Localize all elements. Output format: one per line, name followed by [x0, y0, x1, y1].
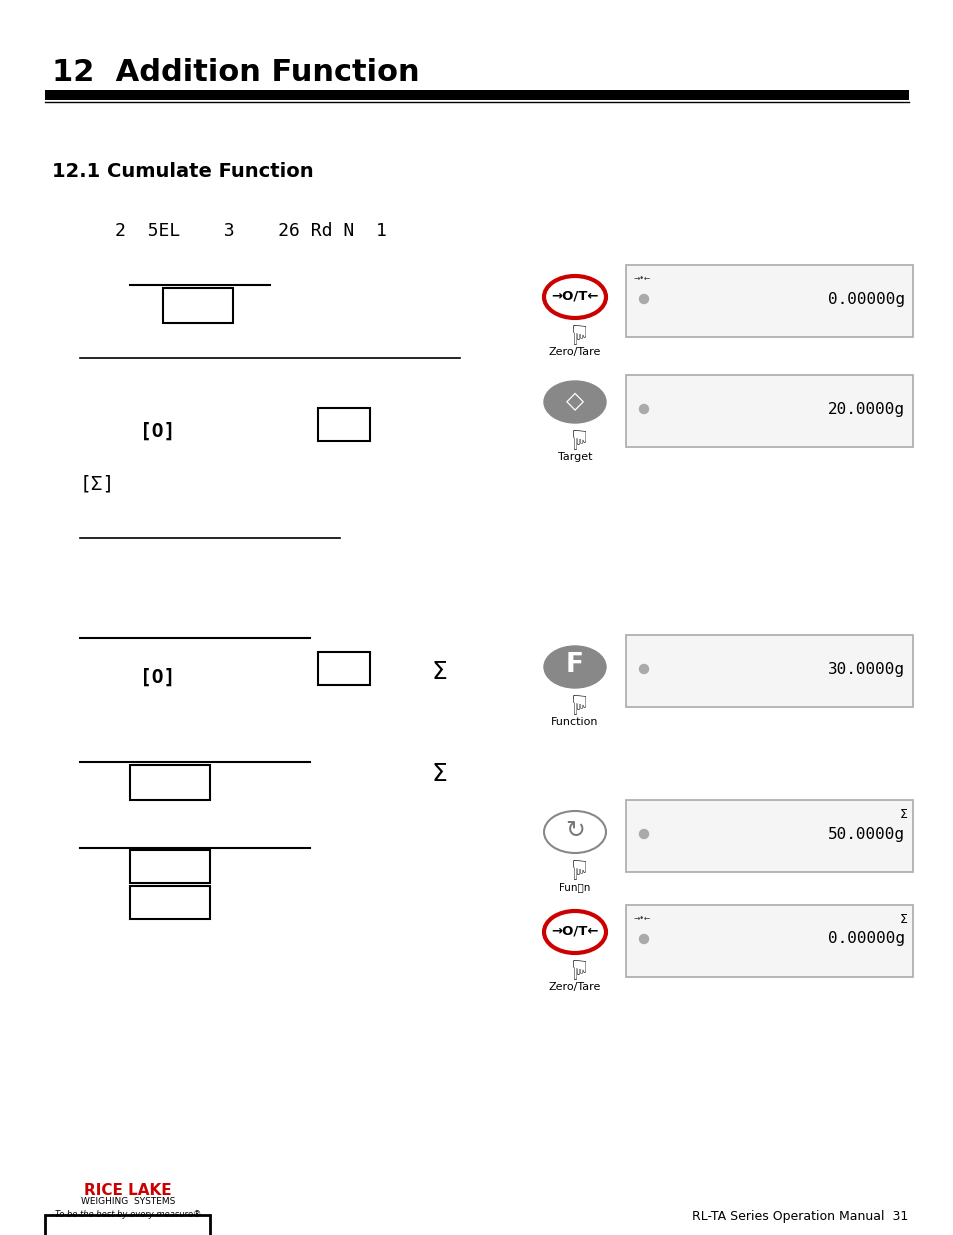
FancyBboxPatch shape — [625, 905, 912, 977]
Ellipse shape — [543, 382, 605, 424]
Circle shape — [639, 405, 648, 414]
Text: →•←: →•← — [634, 915, 651, 924]
Text: ↻: ↻ — [564, 818, 584, 842]
Text: 12  Addition Function: 12 Addition Function — [52, 58, 419, 86]
Text: RL-TA Series Operation Manual  31: RL-TA Series Operation Manual 31 — [691, 1210, 907, 1223]
Text: 30.0000g: 30.0000g — [827, 662, 904, 677]
FancyBboxPatch shape — [45, 90, 908, 100]
FancyBboxPatch shape — [130, 764, 210, 800]
Text: 20.0000g: 20.0000g — [827, 401, 904, 416]
Text: ☝: ☝ — [568, 952, 585, 981]
Text: ☝: ☝ — [568, 317, 585, 345]
Text: Target: Target — [558, 452, 592, 462]
Ellipse shape — [543, 911, 605, 953]
Text: 0.00000g: 0.00000g — [827, 291, 904, 306]
Text: Zero/Tare: Zero/Tare — [548, 982, 600, 992]
Ellipse shape — [543, 275, 605, 317]
Text: Fun␤n: Fun␤n — [558, 882, 590, 892]
Text: ☝: ☝ — [568, 687, 585, 715]
Text: ☝: ☝ — [568, 852, 585, 881]
Text: Σ: Σ — [432, 762, 447, 785]
FancyBboxPatch shape — [317, 408, 370, 441]
Text: [Σ]: [Σ] — [80, 474, 115, 493]
FancyBboxPatch shape — [163, 288, 233, 324]
FancyBboxPatch shape — [45, 1215, 210, 1235]
Text: Function: Function — [551, 718, 598, 727]
Ellipse shape — [543, 646, 605, 688]
Text: Σ: Σ — [900, 808, 907, 821]
Text: WEIGHING  SYSTEMS: WEIGHING SYSTEMS — [81, 1197, 175, 1207]
Text: [O]: [O] — [140, 422, 175, 441]
Text: Σ: Σ — [900, 913, 907, 926]
Text: RICE LAKE: RICE LAKE — [84, 1183, 172, 1198]
Circle shape — [639, 294, 648, 304]
Text: →O/T←: →O/T← — [551, 289, 598, 303]
FancyBboxPatch shape — [625, 375, 912, 447]
FancyBboxPatch shape — [625, 266, 912, 337]
Text: 0.00000g: 0.00000g — [827, 931, 904, 946]
Circle shape — [639, 830, 648, 839]
Text: →•←: →•← — [634, 275, 651, 284]
Ellipse shape — [543, 811, 605, 853]
Text: ☝: ☝ — [568, 422, 585, 450]
Text: [O]: [O] — [140, 668, 175, 687]
FancyBboxPatch shape — [625, 800, 912, 872]
FancyBboxPatch shape — [130, 850, 210, 883]
Text: ◇: ◇ — [565, 389, 583, 412]
Circle shape — [639, 664, 648, 673]
Text: To be the best by every measure®: To be the best by every measure® — [54, 1210, 201, 1219]
FancyBboxPatch shape — [625, 635, 912, 706]
Text: 2  5EL    3    26 Rd N  1: 2 5EL 3 26 Rd N 1 — [115, 222, 387, 240]
FancyBboxPatch shape — [317, 652, 370, 685]
Text: Σ: Σ — [432, 659, 447, 684]
Text: →O/T←: →O/T← — [551, 925, 598, 937]
Text: 12.1 Cumulate Function: 12.1 Cumulate Function — [52, 162, 314, 182]
FancyBboxPatch shape — [130, 885, 210, 919]
Text: Zero/Tare: Zero/Tare — [548, 347, 600, 357]
Text: 50.0000g: 50.0000g — [827, 826, 904, 841]
Circle shape — [639, 935, 648, 944]
Text: F: F — [565, 652, 583, 678]
